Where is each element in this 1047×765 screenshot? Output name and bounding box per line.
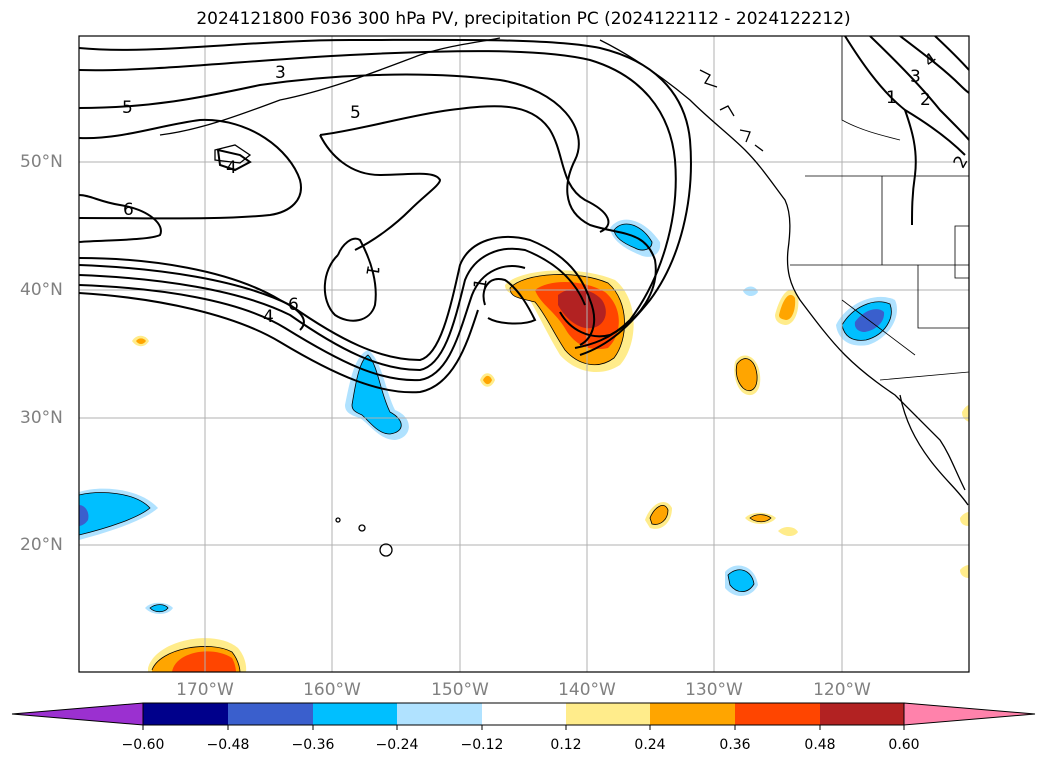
- colorbar-extend-low: [11, 702, 144, 726]
- colorbar-tick-label: −0.12: [460, 737, 504, 753]
- contour-label: 6: [123, 200, 134, 220]
- lat-label: 30°N: [20, 408, 63, 428]
- lat-label: 40°N: [20, 280, 63, 300]
- colorbar-segment: [650, 703, 735, 725]
- colorbar-segment: [820, 703, 904, 725]
- colorbar-segment: [482, 703, 566, 725]
- colorbar-tick-label: −0.48: [206, 737, 250, 753]
- colorbar-segment: [143, 703, 228, 725]
- map-background: [79, 36, 969, 672]
- lon-label: 170°W: [176, 680, 234, 700]
- colorbar-tick-label: 0.12: [550, 737, 582, 753]
- colorbar-tick-label: 0.48: [804, 737, 836, 753]
- contour-label: 5: [350, 103, 361, 123]
- lon-label: 160°W: [303, 680, 361, 700]
- colorbar: [11, 702, 1036, 730]
- colorbar-tick-label: −0.60: [121, 737, 165, 753]
- map-frame: [78, 35, 970, 673]
- contour-label: 4: [263, 307, 274, 327]
- lon-label: 150°W: [431, 680, 489, 700]
- lat-label: 50°N: [20, 152, 63, 172]
- colorbar-segment: [566, 703, 650, 725]
- political-borders: [790, 36, 969, 381]
- colorbar-segment: [397, 703, 482, 725]
- pv-contours: [79, 36, 969, 394]
- map-title: 2024121800 F036 300 hPa PV, precipitatio…: [196, 9, 851, 29]
- colorbar-tick-label: −0.24: [375, 737, 419, 753]
- lon-label: 140°W: [558, 680, 616, 700]
- colorbar-tick-label: 0.60: [888, 737, 920, 753]
- colorbar-tick-label: 0.24: [634, 737, 666, 753]
- colorbar-segment: [228, 703, 313, 725]
- colorbar-tick-label: −0.36: [291, 737, 335, 753]
- contour-label: 3: [910, 67, 921, 87]
- colorbar-segment: [313, 703, 397, 725]
- contour-label: 2: [920, 90, 931, 110]
- precip-outlines: [79, 223, 892, 672]
- lon-label: 130°W: [685, 680, 743, 700]
- contour-label: 1: [886, 88, 897, 108]
- contour-label: 1: [470, 277, 492, 291]
- lon-label: 120°W: [813, 680, 871, 700]
- contour-labels: 3 5 5 4 6 6 4 1 1 4 3 1 2 2: [122, 49, 972, 327]
- lat-label: 20°N: [20, 535, 63, 555]
- colorbar-extend-high: [903, 702, 1036, 726]
- colorbar-segment: [735, 703, 820, 725]
- contour-label: 6: [288, 295, 299, 315]
- contour-label: 4: [226, 158, 237, 178]
- contour-label: 5: [122, 98, 133, 118]
- contour-label: 1: [361, 263, 383, 277]
- contour-label: 3: [275, 63, 286, 83]
- colorbar-tick-label: 0.36: [719, 737, 751, 753]
- coastlines: [159, 37, 969, 557]
